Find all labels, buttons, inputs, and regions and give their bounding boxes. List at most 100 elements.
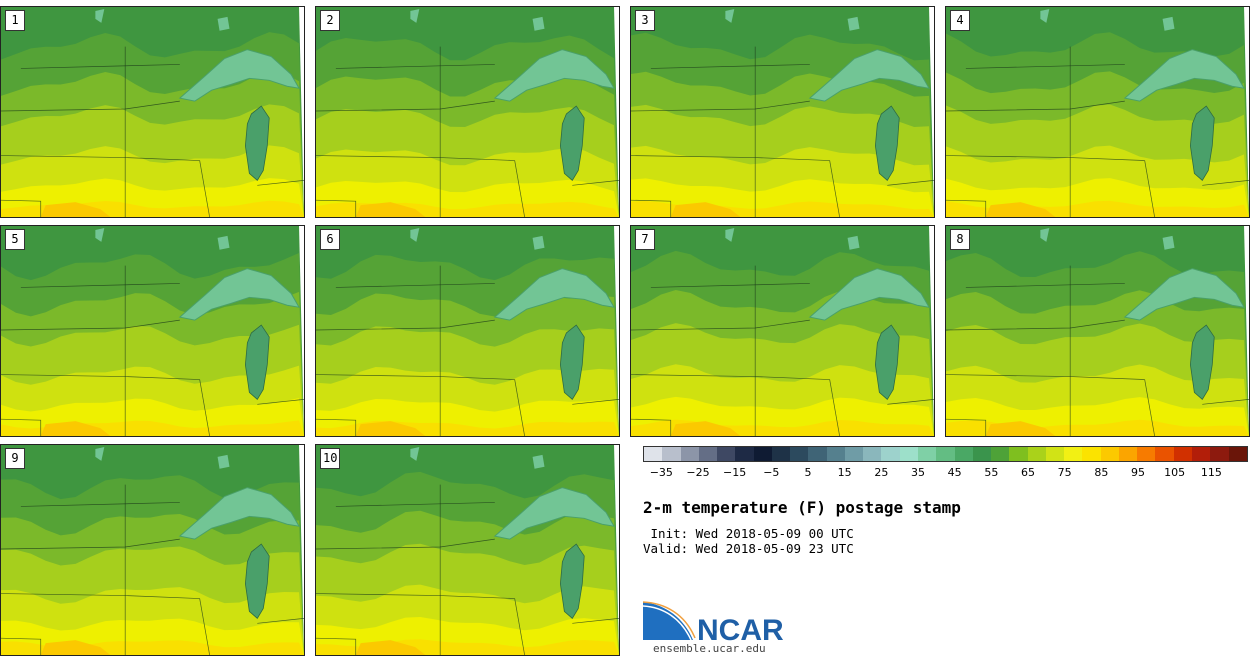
colorbar-swatch	[899, 447, 918, 461]
state-border	[316, 418, 357, 436]
northern-lake	[532, 235, 545, 250]
colorbar-tick-label: 25	[874, 466, 889, 479]
state-border	[316, 637, 357, 655]
panel-number-label: 4	[950, 10, 970, 31]
colorbar-swatch	[954, 447, 973, 461]
state-border	[946, 199, 987, 217]
state-border	[631, 199, 672, 217]
ncar-logo-swoosh-stripe	[643, 605, 692, 641]
panel: 8	[945, 225, 1250, 437]
lake-michigan	[1189, 105, 1215, 181]
panel: 10	[315, 444, 620, 656]
colorbar-swatch	[1082, 447, 1101, 461]
lake-superior	[493, 49, 615, 102]
panel: 4	[945, 6, 1250, 218]
colorbar-tick-label: 5	[804, 466, 812, 479]
ncar-logo: NCAR	[643, 601, 784, 644]
state-border	[257, 180, 304, 186]
colorbar-swatch	[881, 447, 900, 461]
state-border	[829, 379, 840, 436]
map-hot-patch	[40, 421, 111, 436]
colorbar-tick-label: 95	[1131, 466, 1145, 479]
state-border	[1202, 180, 1249, 186]
state-border	[965, 64, 1125, 69]
map-panel-1	[1, 7, 304, 217]
lake-superior	[808, 268, 930, 321]
state-border	[650, 283, 810, 288]
colorbar-swatch	[1173, 447, 1192, 461]
lake-superior	[1123, 49, 1245, 102]
northern-lake	[217, 454, 230, 469]
colorbar-swatch	[1064, 447, 1083, 461]
colorbar-swatch	[644, 447, 663, 461]
colorbar-swatch	[844, 447, 864, 461]
state-border	[514, 160, 525, 217]
panel-number-label: 1	[5, 10, 25, 31]
map-panel-3	[631, 7, 934, 217]
state-border	[965, 283, 1125, 288]
state-border	[650, 64, 810, 69]
state-border	[199, 379, 210, 436]
northern-lake	[725, 227, 735, 242]
northern-lake	[95, 446, 105, 461]
colorbar-swatch	[1027, 447, 1046, 461]
northern-lake	[1162, 16, 1175, 31]
lake-michigan	[559, 543, 585, 619]
init-time: Init: Wed 2018-05-09 00 UTC	[643, 526, 854, 541]
colorbar-tick-labels: −35 −25 −15 −5 5 15 25 35 45 55 65 75 85 95 105 115	[643, 466, 1248, 482]
state-border	[887, 399, 934, 405]
map-panel-7	[631, 226, 934, 436]
ncar-logo-swoosh-icon	[643, 602, 693, 640]
map-hot-patch	[670, 202, 741, 217]
lake-michigan	[1189, 324, 1215, 400]
colorbar-tick-label: 115	[1200, 466, 1222, 479]
map-panel-8	[946, 226, 1249, 436]
colorbar-swatch	[717, 447, 736, 461]
lake-michigan	[559, 324, 585, 400]
colorbar-swatch	[1191, 447, 1211, 461]
northern-lake	[95, 227, 105, 242]
map-hot-patch	[355, 202, 426, 217]
ncar-logo-swoosh-stripe	[643, 601, 696, 639]
map-hot-patch	[355, 640, 426, 655]
state-border	[20, 64, 180, 69]
state-border	[514, 379, 525, 436]
panel-number-label: 6	[320, 229, 340, 250]
lake-superior	[178, 49, 300, 102]
state-border	[572, 618, 619, 624]
state-border	[829, 160, 840, 217]
lake-michigan	[874, 324, 900, 400]
map-panel-2	[316, 7, 619, 217]
map-panel-9	[1, 445, 304, 655]
state-border	[631, 418, 672, 436]
colorbar-swatch	[680, 447, 699, 461]
map-panel-10	[316, 445, 619, 655]
state-border	[1202, 399, 1249, 405]
state-border	[1144, 160, 1155, 217]
state-border	[572, 180, 619, 186]
colorbar-swatch	[1045, 447, 1065, 461]
colorbar-swatch	[972, 447, 992, 461]
state-border	[316, 199, 357, 217]
colorbar-swatch	[991, 447, 1010, 461]
panel-number-label: 10	[320, 448, 341, 469]
state-border	[257, 618, 304, 624]
lake-michigan	[874, 105, 900, 181]
colorbar-swatch	[1155, 447, 1174, 461]
northern-lake	[532, 454, 545, 469]
lake-michigan	[244, 105, 270, 181]
state-border	[1, 418, 42, 436]
state-border	[1144, 379, 1155, 436]
panel: 2	[315, 6, 620, 218]
colorbar-swatch	[808, 447, 827, 461]
panel: 6	[315, 225, 620, 437]
colorbar	[643, 446, 1248, 462]
map-hot-patch	[40, 202, 111, 217]
ncar-logo-text: NCAR	[697, 614, 784, 644]
map-hot-patch	[985, 202, 1056, 217]
northern-lake	[847, 16, 860, 31]
panel-number-label: 2	[320, 10, 340, 31]
panel-number-label: 3	[635, 10, 655, 31]
panel: 3	[630, 6, 935, 218]
state-border	[335, 64, 495, 69]
